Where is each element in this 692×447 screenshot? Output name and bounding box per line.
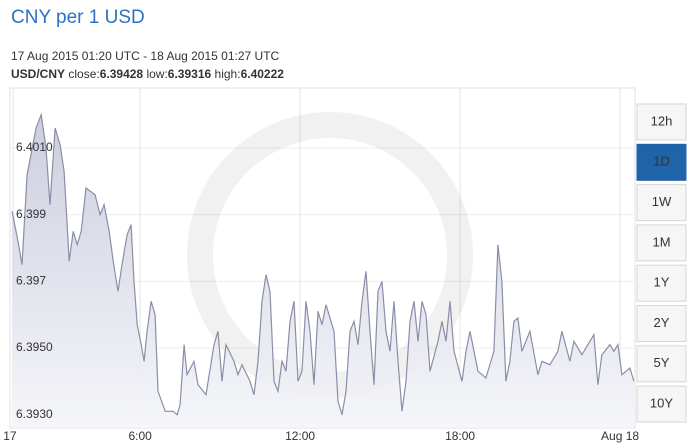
x-tick-label: Aug 18 <box>601 429 639 443</box>
button-label[interactable]: 1D <box>653 154 670 169</box>
line <box>11 112 635 416</box>
y-tick-label: 6.399 <box>16 207 46 221</box>
button-bg[interactable] <box>636 143 687 181</box>
y-tick-label: 6.3930 <box>16 407 53 421</box>
date-range: 17 Aug 2015 01:20 UTC - 18 Aug 2015 01:2… <box>11 49 280 63</box>
x-tick-label: 6:00 <box>128 429 152 443</box>
range-button[interactable]: 5Y <box>636 345 687 383</box>
x-tick-label: 17 <box>3 429 17 443</box>
y-tick-label: 6.397 <box>16 274 46 288</box>
plot <box>11 112 635 428</box>
summary: USD/CNY close:6.39428 low:6.39316 high:6… <box>11 67 284 81</box>
button-bg[interactable] <box>636 103 687 141</box>
button-bg[interactable] <box>636 264 687 302</box>
button-label[interactable]: 2Y <box>654 315 670 330</box>
high-value: 6.40222 <box>241 67 285 81</box>
button-label[interactable]: 10Y <box>650 396 673 411</box>
low-value: 6.39316 <box>168 67 212 81</box>
x-tick-label: 12:00 <box>285 429 315 443</box>
y-tick-label: 6.4010 <box>16 140 53 154</box>
button-label[interactable]: 1W <box>652 194 672 209</box>
range-buttons: 12h 1D 1W 1M 1Y 2Y 5Y 10Y <box>636 103 687 423</box>
button-label[interactable]: 5Y <box>654 355 670 370</box>
close-label: close: <box>68 67 99 81</box>
labels: 6.3930 6.3950 6.397 6.399 6.4010 17 6:00 12:00 1… <box>3 140 639 443</box>
button-bg[interactable] <box>636 385 687 423</box>
range-button[interactable]: 1Y <box>636 264 687 302</box>
button-label[interactable]: 1Y <box>654 275 670 290</box>
range-button[interactable]: 1M <box>636 224 687 262</box>
button-bg[interactable] <box>636 184 687 222</box>
range-button[interactable]: 1D <box>636 143 687 181</box>
pair: USD/CNY <box>11 67 65 81</box>
range-button[interactable]: 10Y <box>636 385 687 423</box>
button-bg[interactable] <box>636 224 687 262</box>
low-label: low: <box>146 67 167 81</box>
range-button[interactable]: 12h <box>636 103 687 141</box>
y-tick-label: 6.3950 <box>16 340 53 354</box>
button-bg[interactable] <box>636 345 687 383</box>
button-label[interactable]: 12h <box>651 113 673 128</box>
button-label[interactable]: 1M <box>652 234 670 249</box>
area <box>12 114 634 428</box>
close-value: 6.39428 <box>100 67 144 81</box>
title: CNY per 1 USD <box>11 7 145 28</box>
x-tick-label: 18:00 <box>445 429 475 443</box>
range-button[interactable]: 2Y <box>636 305 687 342</box>
high-label: high: <box>215 67 241 81</box>
range-button[interactable]: 1W <box>636 184 687 222</box>
button-bg[interactable] <box>636 305 687 342</box>
